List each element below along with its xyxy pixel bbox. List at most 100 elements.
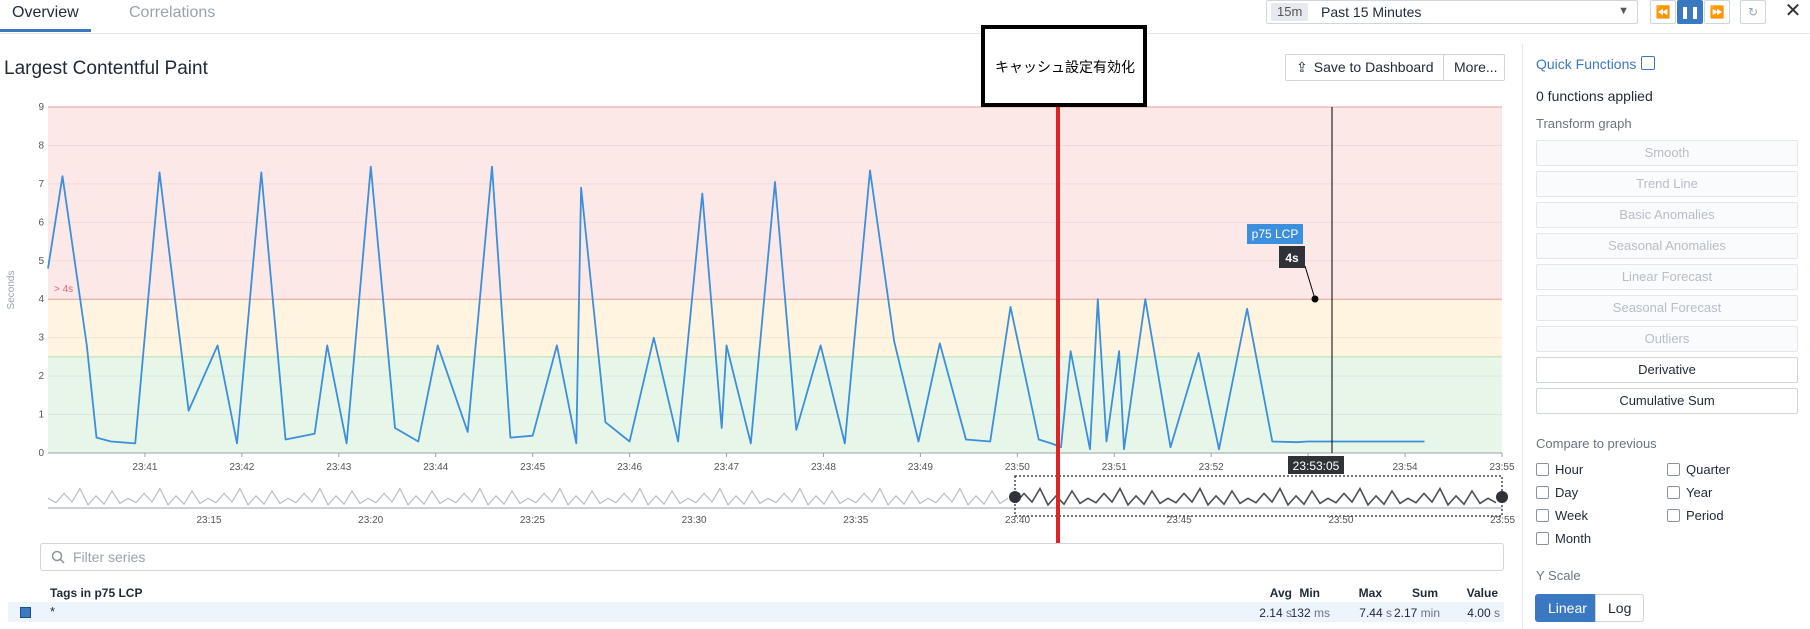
y-scale-linear-button[interactable]: Linear [1535, 594, 1600, 622]
threshold-band-0 [48, 356, 1502, 453]
overview-tick-label: 23:55 [1490, 515, 1515, 526]
time-range-label: Past 15 Minutes [1321, 4, 1422, 20]
table-row[interactable]: * 2.14 s 132 ms 7.44 s 2.17 min 4.00 s [8, 602, 1504, 622]
compare-period-checkbox[interactable]: Period [1667, 508, 1724, 523]
save-to-dashboard-button[interactable]: ⇪ Save to Dashboard [1285, 54, 1445, 81]
x-tick-label: 23:44 [423, 462, 448, 473]
outliers-button[interactable]: Outliers [1536, 326, 1798, 352]
transform-graph-label: Transform graph [1536, 116, 1632, 131]
checkbox-box [1536, 509, 1549, 522]
overview-tick-label: 23:15 [196, 515, 221, 526]
overview-handle-right [1496, 491, 1508, 503]
series-line-p75-lcp [47, 165, 1425, 451]
compare-period-label: Period [1686, 508, 1724, 523]
checkbox-box [1667, 509, 1680, 522]
row-name: * [50, 604, 56, 619]
linear-forecast-button[interactable]: Linear Forecast [1536, 264, 1798, 290]
cell-sum: 2.17 min [1364, 606, 1440, 620]
seasonal-forecast-button[interactable]: Seasonal Forecast [1536, 295, 1798, 321]
basic-anomalies-button[interactable]: Basic Anomalies [1536, 202, 1798, 228]
tooltip-series: p75 LCP [1252, 227, 1299, 241]
col-max[interactable]: Max [1358, 586, 1382, 600]
derivative-button[interactable]: Derivative [1536, 357, 1798, 383]
rewind-button[interactable]: ⏪ [1650, 0, 1676, 24]
close-icon: ✕ [1784, 0, 1802, 22]
overview-strip[interactable] [47, 475, 1508, 517]
tooltip-leader [1304, 265, 1316, 300]
y-axis: 0 1 2 3 4 5 6 7 8 9 [38, 102, 44, 459]
threshold-label: > 4s [54, 284, 73, 295]
y-tick-label: 3 [38, 333, 44, 344]
cell-value-unit: s [1494, 606, 1500, 620]
save-to-dashboard-label: Save to Dashboard [1313, 59, 1434, 75]
cell-sum-value: 2.17 [1393, 606, 1418, 620]
external-panel-icon[interactable] [1641, 56, 1655, 70]
x-tick-label: 23:42 [229, 462, 254, 473]
col-value[interactable]: Value [1466, 586, 1498, 600]
compare-day-label: Day [1555, 485, 1579, 500]
compare-week-checkbox[interactable]: Week [1536, 508, 1588, 523]
upload-icon: ⇪ [1296, 59, 1308, 75]
col-avg[interactable]: Avg [1269, 586, 1292, 600]
y-scale-log-button[interactable]: Log [1595, 594, 1645, 622]
x-tick-label: 23:55 [1489, 462, 1514, 473]
cell-max-unit: s [1386, 606, 1392, 620]
refresh-icon: ↻ [1747, 5, 1759, 19]
trend-line-button[interactable]: Trend Line [1536, 171, 1798, 197]
cell-min-unit: ms [1314, 606, 1330, 620]
filter-series-input[interactable] [73, 547, 1473, 567]
x-tick-label: 23:54 [1393, 462, 1418, 473]
col-min[interactable]: Min [1299, 586, 1320, 600]
cursor-time: 23:53:05 [1293, 459, 1340, 473]
tab-correlations[interactable]: Correlations [129, 4, 216, 21]
series-color-swatch[interactable] [20, 607, 31, 618]
compare-month-checkbox[interactable]: Month [1536, 531, 1591, 546]
refresh-button[interactable]: ↻ [1740, 0, 1766, 24]
pause-button[interactable]: ❚❚ [1677, 0, 1703, 24]
y-tick-label: 8 [38, 140, 44, 151]
smooth-button[interactable]: Smooth [1536, 140, 1798, 166]
tooltip-value-bg [1279, 246, 1305, 268]
cell-value-value: 4.00 [1467, 606, 1491, 620]
seasonal-anomalies-button[interactable]: Seasonal Anomalies [1536, 233, 1798, 259]
x-tick-label: 23:45 [520, 462, 545, 473]
checkbox-box [1536, 532, 1549, 545]
col-sum[interactable]: Sum [1411, 586, 1438, 600]
cell-min: 132 ms [1258, 606, 1330, 620]
x-tick-label: 23:48 [811, 462, 836, 473]
overview-tick-label: 23:35 [843, 515, 868, 526]
compare-day-checkbox[interactable]: Day [1536, 485, 1578, 500]
cumulative-sum-button[interactable]: Cumulative Sum [1536, 388, 1798, 414]
graph-title: Largest Contentful Paint [4, 58, 208, 79]
close-button[interactable]: ✕ [1782, 0, 1804, 24]
tooltip-series-bg [1247, 224, 1303, 244]
threshold-band-1 [48, 299, 1502, 357]
overview-tick-label: 23:25 [520, 515, 545, 526]
compare-year-checkbox[interactable]: Year [1667, 485, 1712, 500]
fast-forward-button[interactable]: ⏩ [1704, 0, 1730, 24]
time-range-picker[interactable]: 15m Past 15 Minutes ▼ [1266, 0, 1638, 24]
y-tick-label: 0 [38, 448, 44, 459]
y-tick-label: 6 [38, 217, 44, 228]
quick-functions-title[interactable]: Quick Functions [1536, 56, 1637, 72]
series-lines [47, 165, 1425, 451]
more-button[interactable]: More... [1443, 54, 1505, 81]
x-tick-label: 23:49 [908, 462, 933, 473]
x-tick-label: 23:52 [1199, 462, 1224, 473]
top-bar: Overview Correlations 15m Past 15 Minute… [0, 0, 1810, 34]
cell-min-value: 132 [1290, 606, 1311, 620]
compare-quarter-checkbox[interactable]: Quarter [1667, 462, 1730, 477]
tab-overview[interactable]: Overview [0, 2, 91, 32]
time-range-badge: 15m [1271, 3, 1309, 21]
cell-avg-unit: s [1286, 606, 1292, 620]
compare-label: Compare to previous [1536, 436, 1657, 451]
compare-year-label: Year [1686, 485, 1713, 500]
cell-avg-value: 2.14 [1259, 606, 1283, 620]
compare-hour-checkbox[interactable]: Hour [1536, 462, 1583, 477]
filter-series [40, 543, 1504, 571]
overview-selection [1014, 475, 1503, 517]
overview-handle-left [1009, 491, 1021, 503]
compare-hour-label: Hour [1555, 462, 1584, 477]
cell-max: 7.44 s [1322, 606, 1392, 620]
